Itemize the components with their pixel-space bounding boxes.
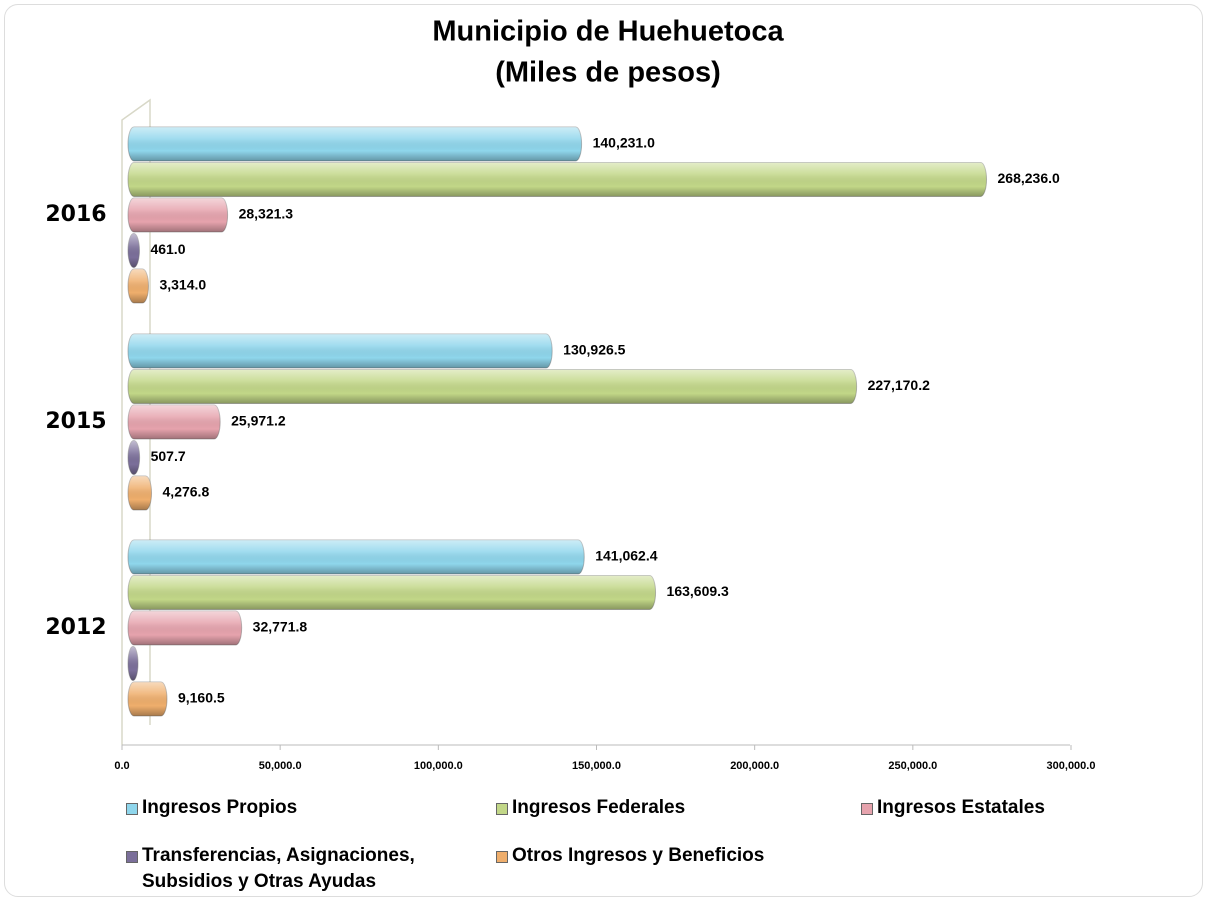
x-tick-label: 300,000.0 <box>1047 760 1096 772</box>
x-tick-label: 100,000.0 <box>414 760 463 772</box>
legend-label: Ingresos Propios <box>142 797 298 818</box>
data-label: 268,236.0 <box>998 170 1060 186</box>
legend-label: Transferencias, Asignaciones, Subsidios … <box>142 845 415 892</box>
data-label: 141,062.4 <box>595 548 657 564</box>
legend-item: Ingresos Estatales <box>861 795 1161 821</box>
data-label: 9,160.5 <box>178 690 225 706</box>
legend-swatch <box>126 851 138 863</box>
legend-label: Ingresos Estatales <box>877 797 1045 818</box>
x-tick-label: 200,000.0 <box>730 760 779 772</box>
legend-item: Transferencias, Asignaciones, Subsidios … <box>126 843 456 895</box>
bar-shine <box>128 440 140 475</box>
data-label: 507.7 <box>151 448 186 464</box>
bar-shine <box>128 405 221 439</box>
bar-shine <box>128 646 138 681</box>
data-label: 163,609.3 <box>667 583 729 599</box>
legend-swatch <box>861 803 873 815</box>
bar-shine <box>128 476 152 510</box>
bar-shine <box>128 540 585 574</box>
bar-shine <box>128 575 656 610</box>
bar-shine <box>128 198 228 232</box>
x-tick-label: 50,000.0 <box>259 760 302 772</box>
data-label: 140,231.0 <box>593 135 655 151</box>
chart-title: Municipio de Huehuetoca <box>432 16 784 48</box>
data-label: 461.0 <box>150 241 185 257</box>
x-tick-label: 150,000.0 <box>572 760 621 772</box>
data-label: 32,771.8 <box>253 619 308 635</box>
x-tick-label: 250,000.0 <box>888 760 937 772</box>
bar-shine <box>128 611 242 645</box>
legend-label: Ingresos Federales <box>512 797 686 818</box>
bar-shine <box>128 369 857 404</box>
data-label: 3,314.0 <box>159 277 206 293</box>
y-tick-label: 2012 <box>45 615 106 640</box>
legend-item: Otros Ingresos y Beneficios <box>496 843 826 869</box>
chart-subtitle: (Miles de pesos) <box>495 57 721 89</box>
legend-swatch <box>496 851 508 863</box>
data-label: 25,971.2 <box>231 413 286 429</box>
bar-shine <box>128 127 582 161</box>
bar-shine <box>128 334 553 368</box>
legend-label: Otros Ingresos y Beneficios <box>512 845 765 866</box>
x-tick-label: 0.0 <box>114 760 129 772</box>
y-tick-label: 2016 <box>45 202 106 227</box>
data-label: 227,170.2 <box>868 377 930 393</box>
data-label: 4,276.8 <box>163 484 210 500</box>
panel <box>4 4 1203 897</box>
bar-shine <box>128 269 149 303</box>
bar-shine <box>128 682 167 716</box>
legend-swatch <box>126 803 138 815</box>
data-label: 130,926.5 <box>563 342 625 358</box>
y-tick-label: 2015 <box>45 409 106 434</box>
data-label: 28,321.3 <box>239 206 294 222</box>
bar-shine <box>128 162 987 197</box>
legend-item: Ingresos Federales <box>496 795 836 821</box>
bar-shine <box>128 233 140 268</box>
legend-swatch <box>496 803 508 815</box>
legend-item: Ingresos Propios <box>126 795 466 821</box>
